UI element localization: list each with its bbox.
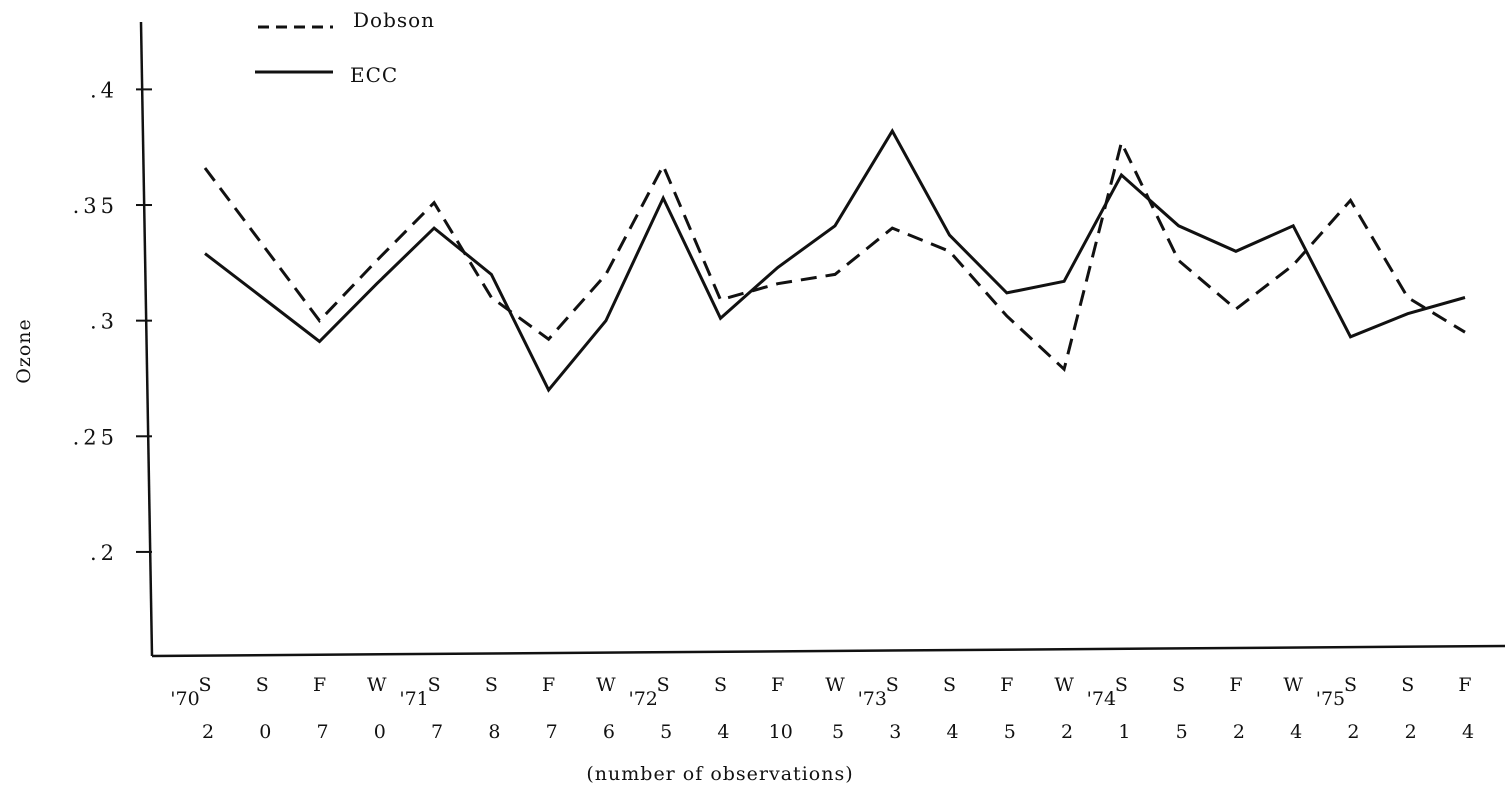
x-axis-title: (number of observations) <box>586 763 853 785</box>
legend-label-dobson: Dobson <box>353 8 435 32</box>
observation-count-label: 6 <box>603 721 615 743</box>
y-axis-line <box>139 21 154 657</box>
y-tick-label: .25 <box>73 425 118 449</box>
y-axis-title: Ozone <box>13 318 35 384</box>
x-category-label: S <box>198 674 211 696</box>
year-label: '75 <box>1316 688 1345 710</box>
y-tick-label: .4 <box>90 78 118 102</box>
observation-count-label: 5 <box>1176 721 1188 743</box>
observation-count-label: 10 <box>769 721 793 743</box>
y-axis-ticks: .4 .35 .3 .25 .2 <box>73 78 152 565</box>
x-axis-labels: S S F W S S F W S S F W S S F W S S F W S S F 2 0 7 0 7 8 7 6 5 4 10 5 3 4 5 2… <box>170 674 1474 743</box>
observation-count-label: 5 <box>832 721 844 743</box>
series-lines <box>203 127 1466 393</box>
x-category-label: W <box>1283 674 1303 696</box>
x-category-label: F <box>1229 674 1242 696</box>
x-category-label: S <box>1344 674 1357 696</box>
y-tick-label: .2 <box>90 541 118 565</box>
observation-count-label: 0 <box>259 721 271 743</box>
observation-count-label: 0 <box>374 721 386 743</box>
observation-count-label: 4 <box>946 721 958 743</box>
axes <box>139 21 1505 658</box>
year-label: '73 <box>858 688 887 710</box>
x-category-label: S <box>428 674 441 696</box>
observation-count-label: 3 <box>889 721 901 743</box>
observation-count-label: 7 <box>431 721 443 743</box>
observation-count-label: 4 <box>1462 721 1474 743</box>
series-line-dobson <box>203 138 1466 373</box>
observation-count-label: 2 <box>1061 721 1073 743</box>
observation-count-label: 2 <box>1347 721 1359 743</box>
observation-count-label: 4 <box>1290 721 1302 743</box>
x-category-label: S <box>256 674 269 696</box>
x-category-label: W <box>596 674 616 696</box>
observation-count-label: 5 <box>660 721 672 743</box>
year-label: '70 <box>170 688 199 710</box>
y-tick-label: .35 <box>73 194 118 218</box>
x-category-label: S <box>1172 674 1185 696</box>
x-category-label: F <box>542 674 555 696</box>
x-category-label: S <box>485 674 498 696</box>
x-category-label: S <box>943 674 956 696</box>
x-category-label: S <box>657 674 670 696</box>
x-category-label: F <box>771 674 784 696</box>
year-label: '74 <box>1087 688 1116 710</box>
x-category-label: S <box>1401 674 1414 696</box>
year-label: '72 <box>628 688 657 710</box>
observation-count-label: 8 <box>488 721 500 743</box>
x-category-label: W <box>1054 674 1074 696</box>
year-label: '71 <box>399 688 428 710</box>
y-tick-label: .3 <box>90 310 118 334</box>
legend: Dobson ECC <box>255 8 435 87</box>
x-category-label: S <box>1115 674 1128 696</box>
observation-count-label: 2 <box>202 721 214 743</box>
x-category-label: F <box>1000 674 1013 696</box>
x-category-label: W <box>367 674 387 696</box>
observation-count-label: 2 <box>1405 721 1417 743</box>
x-category-label: S <box>886 674 899 696</box>
observation-count-label: 2 <box>1233 721 1245 743</box>
observation-count-label: 4 <box>717 721 729 743</box>
observation-count-label: 7 <box>546 721 558 743</box>
observation-count-label: 5 <box>1004 721 1016 743</box>
observation-count-label: 1 <box>1118 721 1130 743</box>
x-category-label: F <box>313 674 326 696</box>
x-category-label: W <box>825 674 845 696</box>
x-category-label: S <box>714 674 727 696</box>
x-category-label: F <box>1458 674 1471 696</box>
observation-count-label: 7 <box>316 721 328 743</box>
series-line-ecc <box>204 127 1466 393</box>
x-axis-line <box>151 644 1505 658</box>
legend-label-ecc: ECC <box>350 63 398 87</box>
